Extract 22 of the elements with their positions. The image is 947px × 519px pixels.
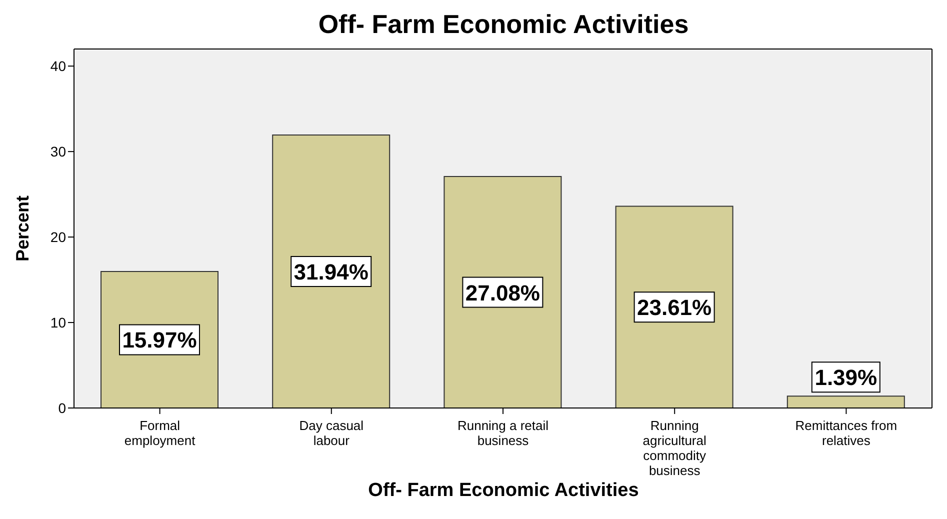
bar bbox=[615, 206, 734, 408]
x-tick-label: Remittances from relatives bbox=[795, 418, 898, 448]
data-label: 27.08% bbox=[465, 280, 540, 306]
y-tick-label: 0 bbox=[58, 400, 66, 416]
x-tick-label: Day casual labour bbox=[299, 418, 364, 448]
data-label: 15.97% bbox=[122, 328, 197, 353]
data-label: 23.61% bbox=[636, 295, 712, 320]
bar bbox=[786, 396, 905, 408]
x-tick-label: Running agricultural commodity business bbox=[642, 418, 707, 478]
data-label: 31.94% bbox=[294, 259, 368, 284]
y-tick-label: 40 bbox=[50, 58, 66, 74]
data-label: 1.39% bbox=[814, 365, 878, 390]
x-axis-title: Off- Farm Economic Activities bbox=[367, 480, 640, 502]
x-tick-label: Running a retail business bbox=[457, 418, 549, 448]
y-tick-label: 20 bbox=[50, 229, 66, 246]
chart-title: Off- Farm Economic Activities bbox=[317, 8, 690, 40]
bar bbox=[444, 176, 562, 408]
y-tick-label: 10 bbox=[50, 314, 66, 330]
bar bbox=[272, 134, 390, 408]
y-axis-title: Percent bbox=[12, 195, 32, 262]
y-tick-label: 30 bbox=[50, 144, 66, 160]
x-tick-label: Formal employment bbox=[124, 418, 196, 448]
